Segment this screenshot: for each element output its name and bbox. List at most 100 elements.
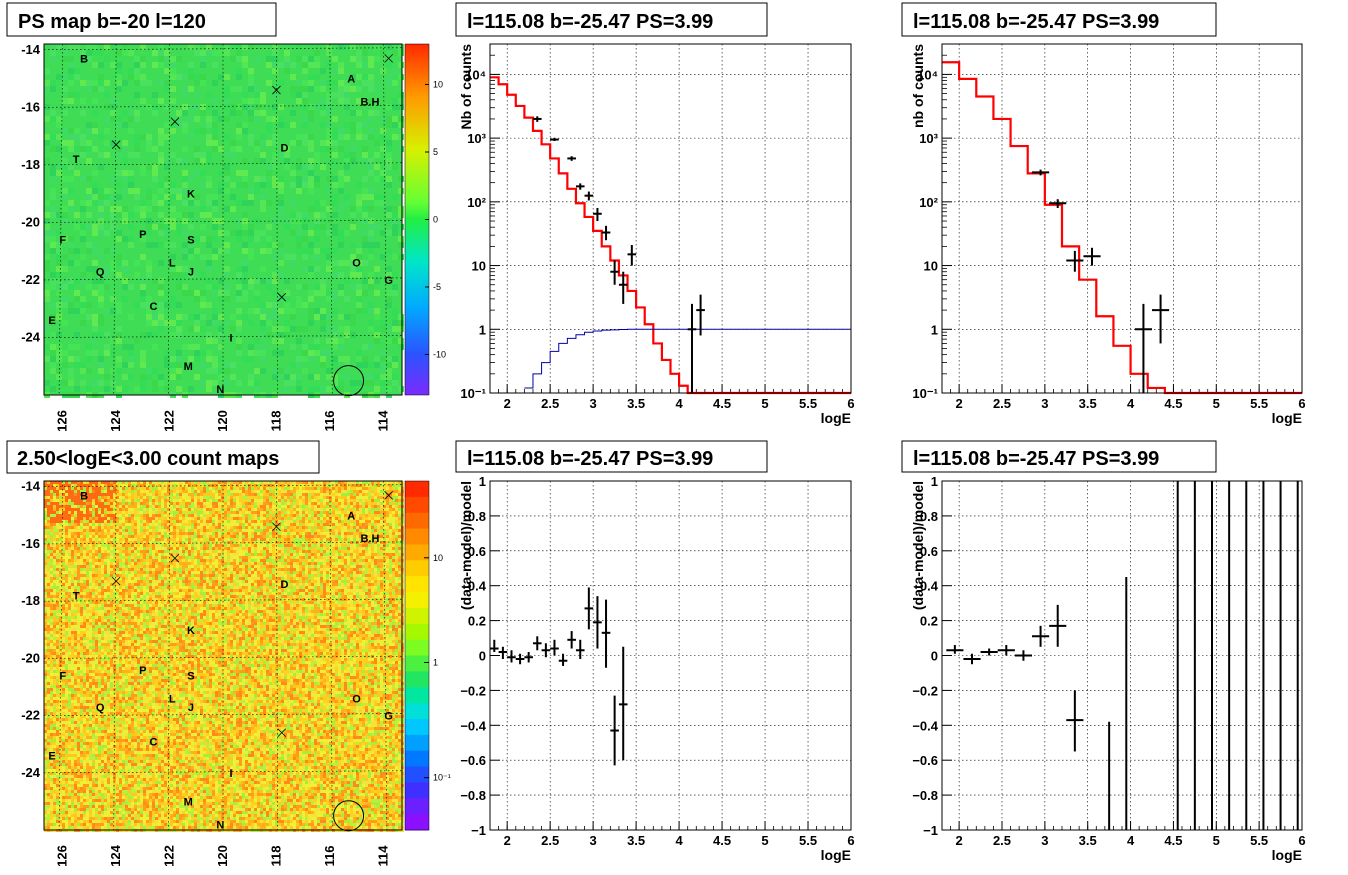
count-map-pixel <box>137 520 140 523</box>
ps-map-pixel <box>272 158 278 164</box>
count-map-pixel <box>218 502 221 505</box>
count-map-pixel <box>263 481 266 484</box>
count-map-pixel <box>377 499 380 502</box>
count-map-pixel <box>143 550 146 553</box>
count-map-pixel <box>365 520 368 523</box>
ps-map-pixel <box>392 284 398 290</box>
ps-map-pixel <box>392 320 398 326</box>
ps-map-pixel <box>176 386 182 392</box>
count-map-pixel <box>116 502 119 505</box>
ps-map-pixel <box>140 332 146 338</box>
count-map-pixel <box>317 535 320 538</box>
count-map-pixel <box>95 529 98 532</box>
count-map-pixel <box>80 520 83 523</box>
count-map-pixel <box>377 541 380 544</box>
ps-map-pixel <box>392 194 398 200</box>
count-map-pixel <box>368 547 371 550</box>
count-map-pixel <box>155 538 158 541</box>
count-map-pixel <box>380 493 383 496</box>
count-map-pixel <box>170 517 173 520</box>
count-map-pixel <box>392 487 395 490</box>
count-map-pixel <box>320 496 323 499</box>
count-map-pixel <box>158 538 161 541</box>
count-map-pixel <box>371 508 374 511</box>
ps-map-pixel <box>236 56 242 62</box>
ps-map-pixel <box>92 326 98 332</box>
count-map-pixel <box>206 541 209 544</box>
ps-map-pixel <box>386 164 392 170</box>
count-map-pixel <box>395 502 398 505</box>
count-map-pixel <box>149 562 152 565</box>
count-map-pixel <box>233 538 236 541</box>
ps-map-pixel <box>308 230 314 236</box>
count-map-pixel <box>44 517 47 520</box>
ps-map-pixel <box>98 272 104 278</box>
count-map-pixel <box>107 532 110 535</box>
ps-map-pixel <box>224 272 230 278</box>
count-map-pixel <box>191 481 194 484</box>
ps-map-pixel <box>200 182 206 188</box>
count-map-pixel <box>398 505 401 508</box>
count-map-pixel <box>200 553 203 556</box>
count-map-pixel <box>314 490 317 493</box>
ps-map-pixel <box>218 218 224 224</box>
count-map-pixel <box>218 484 221 487</box>
ps-map-pixel <box>302 134 308 140</box>
count-map-pixel <box>62 487 65 490</box>
count-map-pixel <box>80 559 83 562</box>
count-map-pixel <box>95 562 98 565</box>
count-map-pixel <box>302 526 305 529</box>
ps-map-pixel <box>68 74 74 80</box>
count-map-pixel <box>104 487 107 490</box>
count-map-pixel <box>101 535 104 538</box>
count-map-pixel <box>149 538 152 541</box>
count-map-pixel <box>122 532 125 535</box>
count-map-pixel <box>77 520 80 523</box>
ps-map-pixel <box>278 182 284 188</box>
count-map-pixel <box>167 499 170 502</box>
ps-map-pixel <box>92 110 98 116</box>
count-map-pixel <box>152 487 155 490</box>
count-map-pixel <box>287 496 290 499</box>
count-map-pixel <box>278 490 281 493</box>
count-map-pixel <box>344 523 347 526</box>
ps-map-pixel <box>182 74 188 80</box>
count-map-pixel <box>185 517 188 520</box>
count-map-pixel <box>254 490 257 493</box>
ps-map-pixel <box>128 242 134 248</box>
count-map-pixel <box>293 550 296 553</box>
ps-map-pixel <box>98 290 104 296</box>
count-map-pixel <box>125 532 128 535</box>
count-map-pixel <box>287 514 290 517</box>
count-map-pixel <box>185 556 188 559</box>
ps-map-pixel <box>188 254 194 260</box>
count-map-pixel <box>332 508 335 511</box>
count-map-pixel <box>167 562 170 565</box>
ps-map-pixel <box>104 386 110 392</box>
ps-map-pixel <box>128 50 134 56</box>
ps-map-pixel <box>296 134 302 140</box>
ps-map-pixel <box>74 362 80 368</box>
count-map-pixel <box>125 508 128 511</box>
count-map-pixel <box>80 517 83 520</box>
ps-map-pixel <box>98 254 104 260</box>
count-map-pixel <box>179 538 182 541</box>
ps-map-pixel <box>206 50 212 56</box>
count-map-pixel <box>179 496 182 499</box>
count-map-pixel <box>296 484 299 487</box>
count-map-pixel <box>251 562 254 565</box>
count-map-pixel <box>119 553 122 556</box>
ps-map-pixel <box>386 368 392 374</box>
count-map-pixel <box>371 547 374 550</box>
ps-map-pixel <box>236 182 242 188</box>
count-map-pixel <box>167 523 170 526</box>
source-label: S <box>187 235 194 247</box>
ps-map-pixel <box>80 362 86 368</box>
count-map-pixel <box>266 541 269 544</box>
ps-map-pixel <box>170 62 176 68</box>
count-map-pixel <box>86 526 89 529</box>
count-map-pixel <box>236 499 239 502</box>
ps-map-pixel <box>356 260 362 266</box>
count-map-pixel <box>278 511 281 514</box>
